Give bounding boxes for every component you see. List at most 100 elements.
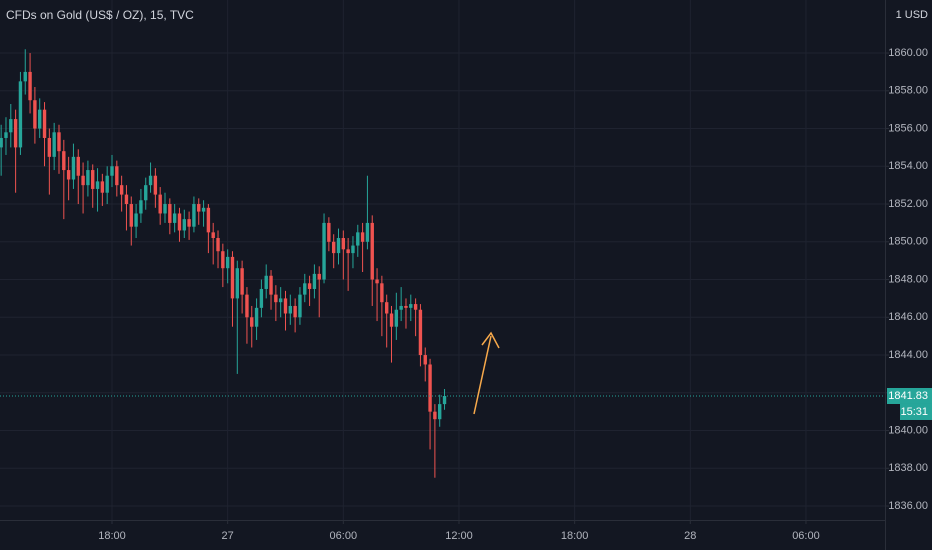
x-tick-label: 27 [222, 530, 234, 542]
candle-body [100, 181, 105, 193]
candle-body [442, 395, 447, 405]
annotation-arrow [473, 331, 500, 415]
candle-body [52, 132, 56, 157]
candle-body [428, 364, 432, 412]
candle-body [404, 305, 408, 308]
candle-body [110, 166, 114, 176]
y-tick-label: 1852.00 [888, 198, 928, 210]
candle-body [158, 194, 162, 214]
candle-body [423, 355, 427, 365]
candle-body [115, 166, 119, 186]
candle-body [312, 273, 317, 289]
candle-body [124, 194, 129, 205]
candle-body [105, 175, 109, 193]
candle-body [201, 207, 206, 212]
grid [0, 0, 885, 520]
candle-body [0, 137, 3, 148]
x-tick-label: 12:00 [445, 530, 473, 542]
candle-body [197, 204, 201, 212]
candle-body [216, 238, 220, 252]
candle-body [283, 298, 288, 314]
candles [0, 49, 885, 478]
candle-body [384, 302, 389, 314]
candle-body [380, 283, 384, 303]
candle-body [182, 219, 186, 231]
candle-body [47, 137, 52, 157]
candle-body [245, 294, 249, 318]
x-tick-label: 28 [684, 530, 696, 542]
candle-body [172, 213, 177, 223]
candle-body [399, 305, 403, 310]
y-tick-label: 1856.00 [888, 122, 928, 134]
candle-body [76, 156, 80, 176]
candle-body [307, 283, 312, 289]
candle-body [95, 181, 100, 189]
candle-body [409, 304, 413, 308]
candle-body [389, 313, 394, 327]
candle-body [28, 71, 32, 101]
candle-body [259, 288, 264, 308]
candle-body [206, 207, 211, 233]
axis-labels: 1836.001838.001840.001842.001844.001846.… [98, 47, 932, 542]
chart-title: CFDs on Gold (US$ / OZ), 15, TVC [6, 8, 194, 22]
candle-body [129, 204, 133, 227]
candle-body [187, 219, 191, 227]
candle-body [303, 283, 307, 295]
candle-body [269, 275, 273, 295]
candle-body [144, 185, 148, 201]
candle-body [254, 307, 259, 327]
candle-body [139, 200, 143, 214]
candle-body [134, 213, 138, 227]
last-price-box [887, 387, 932, 404]
candle-body [322, 222, 326, 280]
candle-body [42, 109, 47, 138]
y-tick-label: 1844.00 [888, 349, 928, 361]
last-price-label: 1841.83 [888, 390, 928, 402]
y-tick-label: 1848.00 [888, 273, 928, 285]
candle-body [81, 175, 85, 186]
y-tick-label: 1840.00 [888, 424, 928, 436]
candle-body [33, 100, 37, 129]
candle-body [153, 175, 158, 195]
countdown-box [900, 403, 932, 420]
y-tick-label: 1850.00 [888, 236, 928, 248]
candle-body [360, 232, 365, 242]
candle-body [274, 294, 278, 303]
candle-body [433, 411, 437, 420]
x-tick-label: 18:00 [561, 530, 589, 542]
candle-body [288, 305, 293, 314]
candle-body [418, 309, 423, 356]
y-tick-label: 1858.00 [888, 85, 928, 97]
candle-body [293, 305, 297, 318]
candle-body [235, 268, 239, 299]
candle-body [413, 304, 418, 310]
candle-body [298, 294, 302, 318]
candle-body [13, 119, 18, 148]
y-tick-label: 1846.00 [888, 311, 928, 323]
candle-body [4, 132, 8, 138]
candle-body [177, 213, 182, 231]
x-tick-label: 06:00 [330, 530, 358, 542]
candle-body [356, 232, 360, 246]
candle-body [240, 268, 244, 295]
candle-body [221, 251, 225, 269]
candle-body [62, 151, 66, 171]
candle-body [38, 109, 42, 129]
x-tick-label: 18:00 [98, 530, 126, 542]
candle-body [250, 317, 254, 327]
candle-body [438, 404, 442, 420]
candle-body [163, 204, 167, 214]
candle-body [86, 170, 90, 186]
candle-body [168, 204, 172, 223]
candle-body [192, 204, 196, 227]
candle-body [57, 132, 61, 152]
candle-body [211, 232, 215, 239]
currency-label[interactable]: 1 USD [896, 9, 928, 21]
candle-body [336, 238, 341, 254]
x-tick-label: 06:00 [792, 530, 820, 542]
candle-body [317, 273, 321, 280]
candle-body [331, 241, 336, 254]
candle-body [394, 309, 399, 327]
